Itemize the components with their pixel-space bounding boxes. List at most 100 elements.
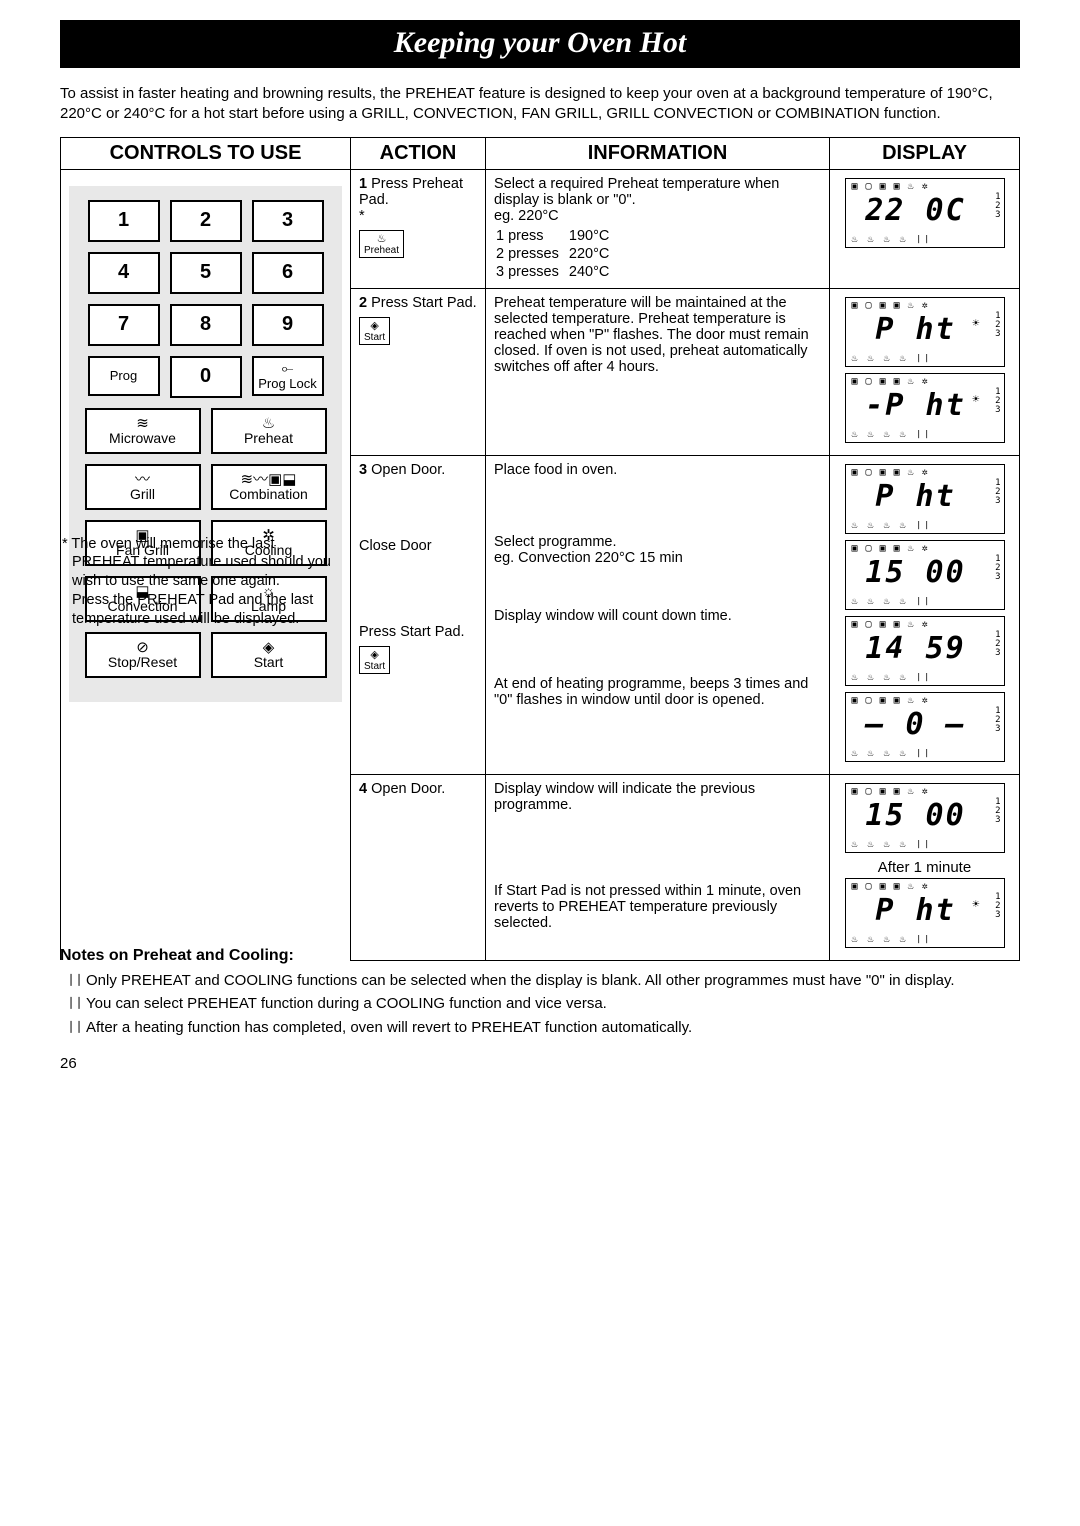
disp-icons-bot: ♨ ♨ ♨ ♨ ❘❘ xyxy=(852,234,932,245)
di4c: ▣ ▢ ▣ ▣ ♨ ✲ xyxy=(852,881,929,892)
note-2: You can select PREHEAT function during a… xyxy=(64,994,1020,1014)
disp-big-1: 22 0C xyxy=(846,193,986,228)
key-9[interactable]: 9 xyxy=(252,304,324,346)
di4d: ♨ ♨ ♨ ♨ ❘❘ xyxy=(852,934,932,945)
step3-close: Close Door xyxy=(359,538,432,554)
step2-num: 2 xyxy=(359,295,367,311)
stopreset-label: Stop/Reset xyxy=(108,655,177,669)
display-1500-b: ▣ ▢ ▣ ▣ ♨ ✲15 00 1 2 3 ♨ ♨ ♨ ♨ ❘❘ xyxy=(845,783,1005,853)
step1-action: 1 Press Preheat Pad. * ♨Preheat xyxy=(351,169,486,288)
header-controls: CONTROLS TO USE xyxy=(61,137,351,169)
db4b: P ht xyxy=(846,893,986,928)
step3-display: ▣ ▢ ▣ ▣ ♨ ✲P ht1 2 3♨ ♨ ♨ ♨ ❘❘ ▣ ▢ ▣ ▣ ♨… xyxy=(830,455,1020,774)
di3f: ♨ ♨ ♨ ♨ ❘❘ xyxy=(852,672,932,683)
key-grill[interactable]: 〰Grill xyxy=(85,464,201,510)
stop-icon: ⊘ xyxy=(136,640,149,655)
display-0: ▣ ▢ ▣ ▣ ♨ ✲– 0 –1 2 3♨ ♨ ♨ ♨ ❘❘ xyxy=(845,692,1005,762)
step2-display: ▣ ▢ ▣ ▣ ♨ ✲ ☀ P ht 1 2 3 ♨ ♨ ♨ ♨ ❘❘ ▣ ▢ … xyxy=(830,288,1020,455)
db3a: P ht xyxy=(846,479,986,514)
step1-asterisk: * xyxy=(359,208,365,224)
db4a: 15 00 xyxy=(846,798,986,833)
lock-icon: ⟜ xyxy=(281,361,293,377)
di3g: ▣ ▢ ▣ ▣ ♨ ✲ xyxy=(852,695,929,706)
key-8[interactable]: 8 xyxy=(170,304,242,346)
step3-info-start: Display window will count down time. xyxy=(494,608,821,624)
key-prog[interactable]: Prog xyxy=(88,356,160,396)
microwave-icon: ≋ xyxy=(136,416,149,431)
di4b: ♨ ♨ ♨ ♨ ❘❘ xyxy=(852,839,932,850)
di3c: ▣ ▢ ▣ ▣ ♨ ✲ xyxy=(852,543,929,554)
temp-table: 1 press190°C 2 presses220°C 3 presses240… xyxy=(494,226,619,282)
step4-action-text: Open Door. xyxy=(371,781,445,797)
start-mini2-label: Start xyxy=(364,661,385,672)
display-pht-1: ▣ ▢ ▣ ▣ ♨ ✲ ☀ P ht 1 2 3 ♨ ♨ ♨ ♨ ❘❘ xyxy=(845,297,1005,367)
t2b: 220°C xyxy=(569,246,617,262)
step3-info-end: At end of heating programme, beeps 3 tim… xyxy=(494,676,821,708)
di2b: ♨ ♨ ♨ ♨ ❘❘ xyxy=(852,353,932,364)
key-3[interactable]: 3 xyxy=(252,200,324,242)
key-6[interactable]: 6 xyxy=(252,252,324,294)
page-title: Keeping your Oven Hot xyxy=(60,20,1020,68)
step1-info: Select a required Preheat temperature wh… xyxy=(486,169,830,288)
grill-label: Grill xyxy=(130,487,155,501)
key-1[interactable]: 1 xyxy=(88,200,160,242)
step1-num: 1 xyxy=(359,176,367,192)
step4-info-1: Display window will indicate the previou… xyxy=(494,781,821,813)
db3b: 15 00 xyxy=(846,555,986,590)
key-proglock[interactable]: ⟜Prog Lock xyxy=(252,356,324,396)
display-220c: ▣ ▢ ▣ ▣ ♨ ✲ 22 0C 1 2 3 ♨ ♨ ♨ ♨ ❘❘ xyxy=(845,178,1005,248)
proglock-label: Prog Lock xyxy=(258,377,317,391)
combination-icon: ≋〰▣⬓ xyxy=(241,472,297,487)
combination-label: Combination xyxy=(229,487,308,501)
key-combination[interactable]: ≋〰▣⬓Combination xyxy=(211,464,327,510)
key-microwave[interactable]: ≋Microwave xyxy=(85,408,201,454)
key-5[interactable]: 5 xyxy=(170,252,242,294)
ds4a: 1 2 3 xyxy=(995,798,1000,825)
header-action: ACTION xyxy=(351,137,486,169)
ds2b: 1 2 3 xyxy=(995,388,1000,415)
key-4[interactable]: 4 xyxy=(88,252,160,294)
intro-text: To assist in faster heating and browning… xyxy=(60,84,1020,125)
key-7[interactable]: 7 xyxy=(88,304,160,346)
step3-info: Place food in oven. Select programme. eg… xyxy=(486,455,830,774)
di2a: ▣ ▢ ▣ ▣ ♨ ✲ xyxy=(852,300,929,311)
start-label: Start xyxy=(254,655,284,669)
ds4b: 1 2 3 xyxy=(995,893,1000,920)
di4a: ▣ ▢ ▣ ▣ ♨ ✲ xyxy=(852,786,929,797)
start-mini-icon: ◈ xyxy=(364,320,385,332)
start-pad-mini[interactable]: ◈Start xyxy=(359,317,390,345)
step3-info-close: Select programme. eg. Convection 220°C 1… xyxy=(494,534,821,566)
disp-big-2a: P ht xyxy=(846,312,986,347)
display-pht-4: ▣ ▢ ▣ ▣ ♨ ✲☀P ht1 2 3♨ ♨ ♨ ♨ ❘❘ xyxy=(845,878,1005,948)
step4-display: ▣ ▢ ▣ ▣ ♨ ✲15 001 2 3♨ ♨ ♨ ♨ ❘❘ After 1 … xyxy=(830,774,1020,960)
ds2a: 1 2 3 xyxy=(995,312,1000,339)
display-pht-2: ▣ ▢ ▣ ▣ ♨ ✲ ☀ -P ht 1 2 3 ♨ ♨ ♨ ♨ ❘❘ xyxy=(845,373,1005,443)
disp-big-2b: -P ht xyxy=(846,388,986,423)
key-0[interactable]: 0 xyxy=(170,356,242,398)
key-2[interactable]: 2 xyxy=(170,200,242,242)
display-pht-3: ▣ ▢ ▣ ▣ ♨ ✲P ht1 2 3♨ ♨ ♨ ♨ ❘❘ xyxy=(845,464,1005,534)
step4-info-2: If Start Pad is not pressed within 1 min… xyxy=(494,883,821,931)
db3c: 14 59 xyxy=(846,631,986,666)
step2-info: Preheat temperature will be maintained a… xyxy=(486,288,830,455)
t3a: 3 presses xyxy=(496,264,567,280)
di3b: ♨ ♨ ♨ ♨ ❘❘ xyxy=(852,520,932,531)
key-stopreset[interactable]: ⊘Stop/Reset xyxy=(85,632,201,678)
t3b: 240°C xyxy=(569,264,617,280)
start-pad-mini-2[interactable]: ◈Start xyxy=(359,646,390,674)
step3-press-start: Press Start Pad. xyxy=(359,624,465,640)
display-1500: ▣ ▢ ▣ ▣ ♨ ✲15 001 2 3♨ ♨ ♨ ♨ ❘❘ xyxy=(845,540,1005,610)
ds3b: 1 2 3 xyxy=(995,555,1000,582)
page-number: 26 xyxy=(60,1055,1020,1072)
notes-heading: Notes on Preheat and Cooling: xyxy=(60,947,1020,965)
preheat-pad-mini[interactable]: ♨Preheat xyxy=(359,230,404,258)
memorise-note: * The oven will memorise the last PREHEA… xyxy=(60,535,340,629)
preheat-mini-label: Preheat xyxy=(364,245,399,256)
preheat-icon: ♨ xyxy=(262,416,275,431)
key-start[interactable]: ◈Start xyxy=(211,632,327,678)
di3h: ♨ ♨ ♨ ♨ ❘❘ xyxy=(852,748,932,759)
header-info: INFORMATION xyxy=(486,137,830,169)
key-preheat[interactable]: ♨Preheat xyxy=(211,408,327,454)
header-display: DISPLAY xyxy=(830,137,1020,169)
ds3d: 1 2 3 xyxy=(995,707,1000,734)
